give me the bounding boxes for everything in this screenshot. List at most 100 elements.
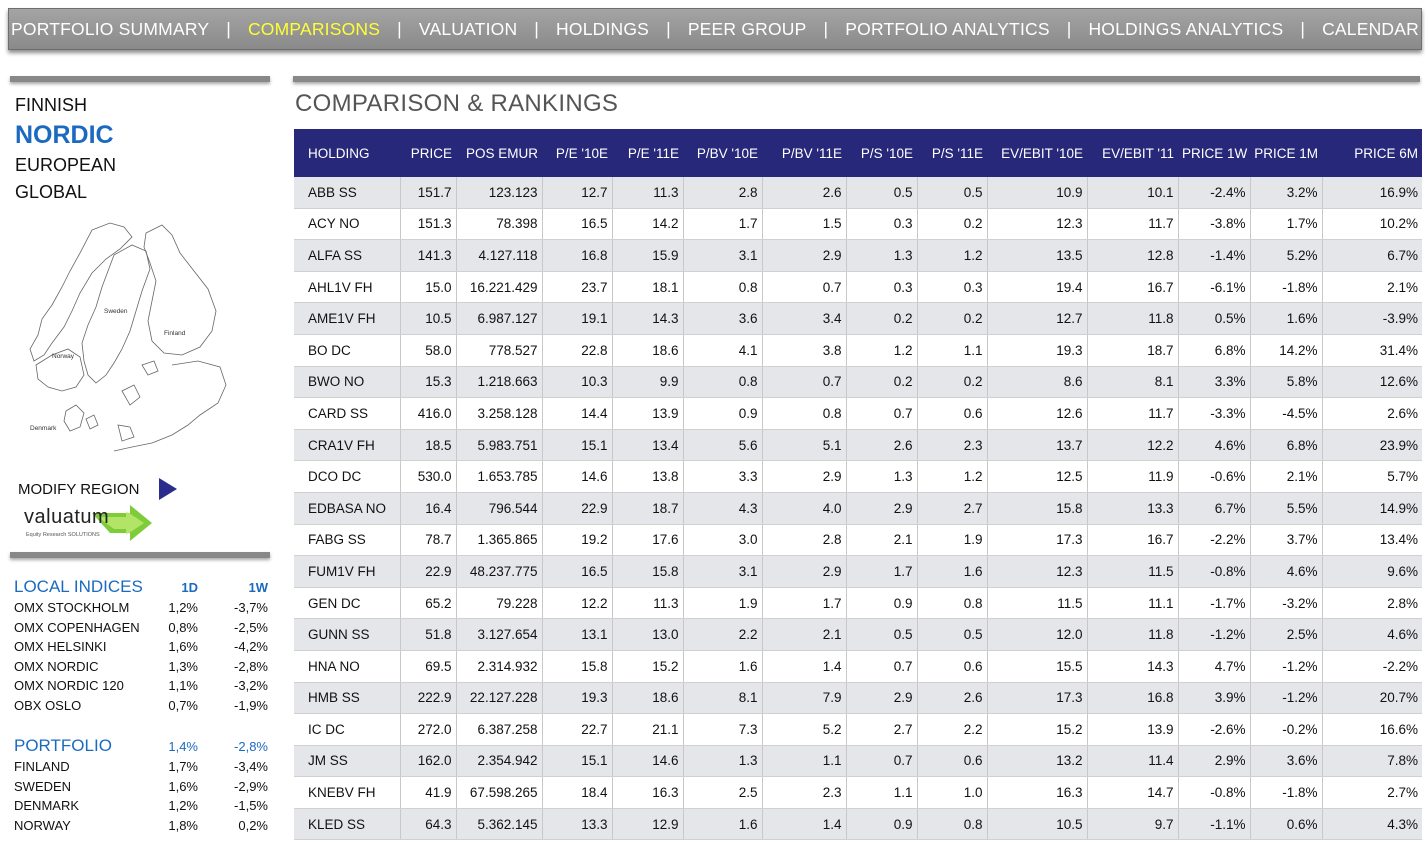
nav-tab-peer-group[interactable]: PEER GROUP xyxy=(687,18,807,39)
col-header-1w: 1W xyxy=(248,579,269,595)
table-cell: 13.4 xyxy=(611,429,683,462)
nav-tab-holdings[interactable]: HOLDINGS xyxy=(556,18,650,39)
table-cell: 5.1 xyxy=(761,429,846,462)
nav-separator: | xyxy=(1066,18,1072,39)
table-row[interactable]: ALFA SS 141.3 4.127.118 16.8 15.9 3.1 2.9 1.3 1.… xyxy=(294,239,1422,272)
table-row[interactable]: HNA NO 69.5 2.314.932 15.8 15.2 1.6 1.4 0.7 0.6 1… xyxy=(294,650,1422,683)
table-cell: 11.3 xyxy=(611,177,683,209)
table-cell: 41.9 xyxy=(399,776,456,809)
table-cell: 1.4 xyxy=(761,808,846,841)
table-cell: 6.7% xyxy=(1321,239,1422,272)
table-cell: 222.9 xyxy=(399,682,456,715)
column-header-p-bv-10e[interactable]: P/BV '10E xyxy=(683,129,762,177)
region-european[interactable]: EUROPEAN xyxy=(15,155,117,175)
column-header-price-1w[interactable]: PRICE 1W xyxy=(1178,129,1250,177)
column-header-p-s-10e[interactable]: P/S '10E xyxy=(846,129,917,177)
table-cell: 1.7 xyxy=(845,555,917,588)
table-cell: 15.5 xyxy=(986,650,1087,683)
table-cell: 1.1 xyxy=(761,745,846,778)
nav-tab-valuation[interactable]: VALUATION xyxy=(418,18,518,39)
table-row[interactable]: EDBASA NO 16.4 796.544 22.9 18.7 4.3 4.0 2.9 2.7… xyxy=(294,492,1422,525)
table-row[interactable]: HMB SS 222.9 22.127.228 19.3 18.6 8.1 7.9 2.9 2.… xyxy=(294,682,1422,715)
table-row[interactable]: FABG SS 78.7 1.365.865 19.2 17.6 3.0 2.8 2.1 1.9… xyxy=(294,524,1422,557)
table-cell: -1.7% xyxy=(1177,587,1250,620)
table-cell: -4.5% xyxy=(1249,397,1322,430)
region-global[interactable]: GLOBAL xyxy=(15,182,88,202)
column-header-ev-ebit-10e[interactable]: EV/EBIT '10E xyxy=(987,129,1087,177)
index-row: OMX HELSINKI 1,6% -4,2% xyxy=(14,637,274,657)
column-header-p-bv-11e[interactable]: P/BV '11E xyxy=(762,129,846,177)
nav-tab-portfolio-summary[interactable]: PORTFOLIO SUMMARY xyxy=(11,18,210,39)
table-cell: 11.5 xyxy=(1086,555,1178,588)
column-header-p-e-11e[interactable]: P/E '11E xyxy=(612,129,683,177)
table-cell: 13.4% xyxy=(1321,524,1422,557)
table-cell: 4.6% xyxy=(1177,429,1250,462)
table-cell: 13.3 xyxy=(541,808,612,841)
table-cell: 10.2% xyxy=(1321,208,1422,241)
portfolio-title: PORTFOLIO xyxy=(14,736,112,755)
modify-region-button[interactable]: MODIFY REGION xyxy=(18,478,178,500)
table-row[interactable]: GEN DC 65.2 79.228 12.2 11.3 1.9 1.7 0.9 0.8 11.5… xyxy=(294,587,1422,620)
table-cell: 6.7% xyxy=(1177,492,1250,525)
nav-tab-calendar[interactable]: CALENDAR xyxy=(1322,18,1419,39)
table-cell: -1.2% xyxy=(1249,682,1322,715)
table-cell: 10.3 xyxy=(541,366,612,399)
table-row[interactable]: KLED SS 64.3 5.362.145 13.3 12.9 1.6 1.4 0.9 0.8… xyxy=(294,808,1422,841)
column-header-price-6m[interactable]: PRICE 6M xyxy=(1322,129,1422,177)
table-cell: 3.3 xyxy=(682,460,762,493)
index-1d-change: 1,2% xyxy=(168,600,198,616)
region-nordic[interactable]: NORDIC xyxy=(15,121,114,149)
column-header-holding[interactable]: HOLDING xyxy=(294,129,400,177)
table-row[interactable]: ACY NO 151.3 78.398 16.5 14.2 1.7 1.5 0.3 0.2 12.… xyxy=(294,208,1422,241)
table-row[interactable]: AME1V FH 10.5 6.987.127 19.1 14.3 3.6 3.4 0.2 0.… xyxy=(294,302,1422,335)
table-row[interactable]: IC DC 272.0 6.387.258 22.7 21.1 7.3 5.2 2.7 2.2 1… xyxy=(294,713,1422,746)
nav-tab-holdings-analytics[interactable]: HOLDINGS ANALYTICS xyxy=(1088,18,1284,39)
table-cell: 1.7 xyxy=(761,587,846,620)
table-cell: 0.2 xyxy=(845,366,917,399)
table-cell: 1.4 xyxy=(761,650,846,683)
table-cell: -1.8% xyxy=(1249,776,1322,809)
portfolio-country-1w: -3,4% xyxy=(234,759,268,775)
table-row[interactable]: GUNN SS 51.8 3.127.654 13.1 13.0 2.2 2.1 0.5 0.5… xyxy=(294,618,1422,651)
table-row[interactable]: BWO NO 15.3 1.218.663 10.3 9.9 0.8 0.7 0.2 0.2 8.… xyxy=(294,366,1422,399)
table-row[interactable]: DCO DC 530.0 1.653.785 14.6 13.8 3.3 2.9 1.3 1.2… xyxy=(294,460,1422,493)
table-cell: 17.3 xyxy=(986,682,1087,715)
left-panel-divider-top xyxy=(10,76,270,82)
table-cell: 16.5 xyxy=(541,208,612,241)
table-cell: 12.9 xyxy=(611,808,683,841)
table-row[interactable]: JM SS 162.0 2.354.942 15.1 14.6 1.3 1.1 0.7 0.6 1… xyxy=(294,745,1422,778)
column-header-price-1m[interactable]: PRICE 1M xyxy=(1250,129,1322,177)
nav-tab-portfolio-analytics[interactable]: PORTFOLIO ANALYTICS xyxy=(845,18,1050,39)
table-cell: 15.1 xyxy=(541,429,612,462)
table-row[interactable]: CRA1V FH 18.5 5.983.751 15.1 13.4 5.6 5.1 2.6 2.… xyxy=(294,429,1422,462)
table-row[interactable]: BO DC 58.0 778.527 22.8 18.6 4.1 3.8 1.2 1.1 19.3… xyxy=(294,334,1422,367)
table-cell: 17.3 xyxy=(986,524,1087,557)
table-row[interactable]: AHL1V FH 15.0 16.221.429 23.7 18.1 0.8 0.7 0.3 0… xyxy=(294,271,1422,304)
index-1w-change: -3,2% xyxy=(234,678,268,694)
holding-name-cell: AME1V FH xyxy=(294,302,400,335)
table-cell: 2.8 xyxy=(682,177,762,209)
table-cell: 1.653.785 xyxy=(455,460,542,493)
table-cell: 13.5 xyxy=(986,239,1087,272)
table-cell: 4.3% xyxy=(1321,808,1422,841)
holding-name-cell: AHL1V FH xyxy=(294,271,400,304)
table-cell: -0.8% xyxy=(1177,776,1250,809)
index-1w-change: -3,7% xyxy=(234,600,268,616)
index-row: OMX COPENHAGEN 0,8% -2,5% xyxy=(14,618,274,638)
column-header-price[interactable]: PRICE xyxy=(400,129,456,177)
play-arrow-icon xyxy=(159,478,178,500)
table-row[interactable]: FUM1V FH 22.9 48.237.775 16.5 15.8 3.1 2.9 1.7 1… xyxy=(294,555,1422,588)
table-row[interactable]: CARD SS 416.0 3.258.128 14.4 13.9 0.9 0.8 0.7 0.… xyxy=(294,397,1422,430)
column-header-p-s-11e[interactable]: P/S '11E xyxy=(917,129,987,177)
nav-tab-comparisons[interactable]: COMPARISONS xyxy=(247,18,381,39)
table-cell: 18.6 xyxy=(611,682,683,715)
region-finnish[interactable]: FINNISH xyxy=(15,95,87,115)
column-header-pos-emur[interactable]: POS EMUR xyxy=(456,129,542,177)
column-header-p-e-10e[interactable]: P/E '10E xyxy=(542,129,612,177)
table-row[interactable]: KNEBV FH 41.9 67.598.265 18.4 16.3 2.5 2.3 1.1 1… xyxy=(294,776,1422,809)
nav-separator: | xyxy=(226,18,231,39)
column-header-ev-ebit-11[interactable]: EV/EBIT '11 xyxy=(1087,129,1178,177)
table-cell: 1.2 xyxy=(916,239,987,272)
table-cell: 12.7 xyxy=(541,177,612,209)
table-row[interactable]: ABB SS 151.7 123.123 12.7 11.3 2.8 2.6 0.5 0.5 10… xyxy=(294,177,1422,209)
